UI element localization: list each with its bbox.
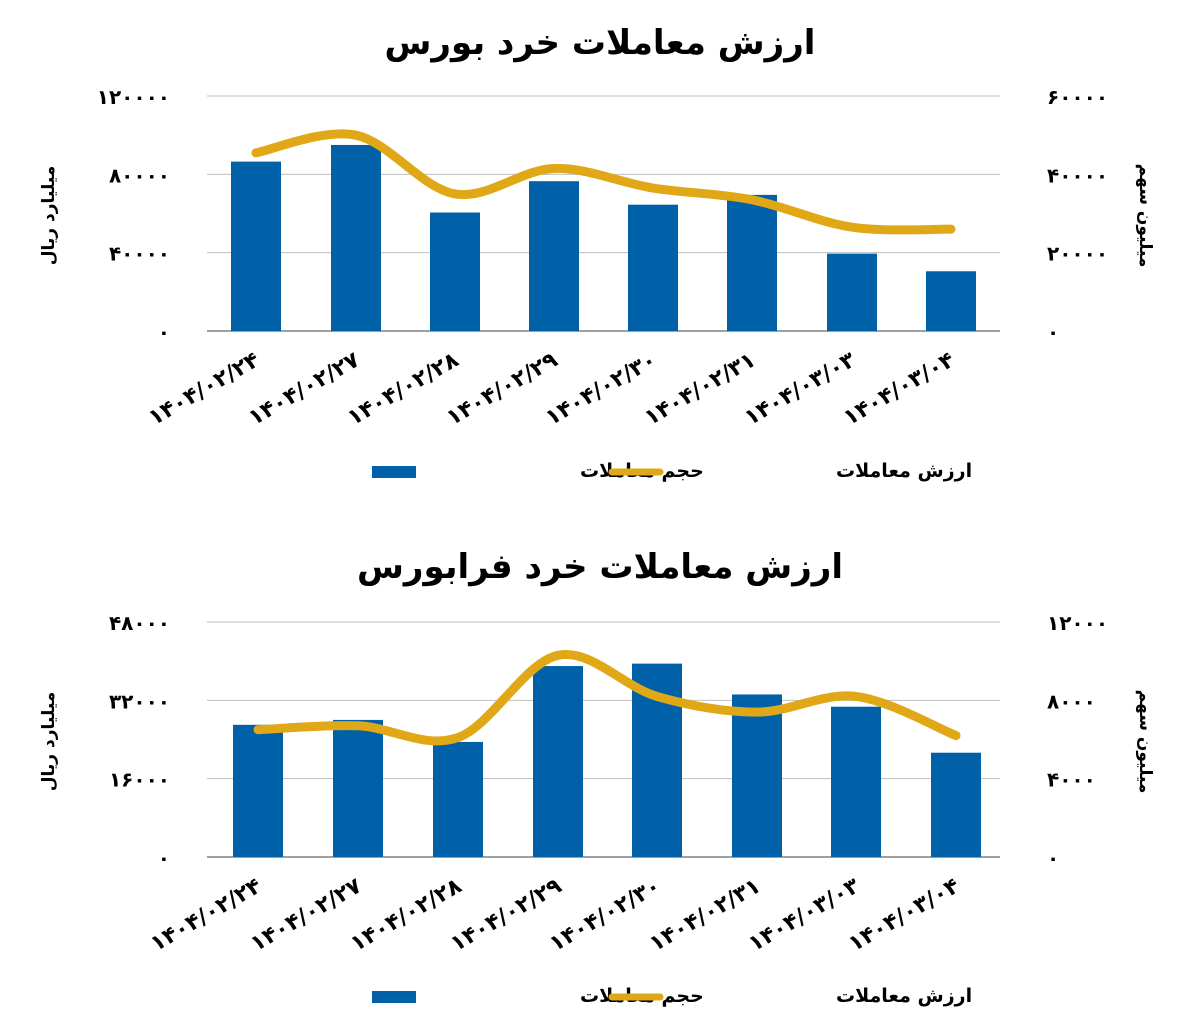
legend-swatch-bar	[372, 991, 416, 1003]
x-tick: ۱۴۰۴/۰۳/۰۳	[741, 347, 861, 431]
x-tick: ۱۴۰۴/۰۲/۲۸	[344, 347, 464, 431]
y-tick-right: ۰	[1047, 846, 1059, 870]
chart-2: ارزش معاملات خرد فرابورس ۰ ۰ ۱۶۰۰۰ ۴۰۰۰ ۳۲۰۰۰…	[39, 547, 1155, 1007]
y-tick-right: ۰	[1047, 320, 1059, 344]
bar	[433, 741, 483, 857]
chart-title: ارزش معاملات خرد بورس	[385, 23, 816, 63]
y-axis-title-right: میلیون سهم	[1135, 690, 1155, 794]
x-tick: ۱۴۰۴/۰۲/۲۷	[245, 347, 365, 431]
legend-swatch-bar	[372, 466, 416, 478]
x-tick: ۱۴۰۴/۰۳/۰۳	[745, 873, 865, 957]
y-axis-title-left: میلیارد ریال	[39, 692, 59, 791]
y-tick-right: ۱۲۰۰۰	[1047, 611, 1108, 635]
x-tick: ۱۴۰۴/۰۳/۰۴	[845, 874, 964, 957]
x-tick: ۱۴۰۴/۰۲/۲۴	[147, 874, 266, 957]
bar	[628, 204, 678, 331]
x-tick: ۱۴۰۴/۰۳/۰۴	[840, 348, 959, 431]
legend-label-line: ارزش معاملات	[836, 985, 972, 1007]
y-tick-left: ۴۸۰۰۰	[109, 611, 170, 635]
bar	[231, 161, 281, 331]
bar	[732, 694, 782, 857]
y-tick-left: ۱۶۰۰۰	[109, 768, 170, 792]
bar	[727, 194, 777, 331]
series-line	[251, 129, 956, 235]
y-tick-right: ۸۰۰۰	[1047, 689, 1096, 713]
series-line	[253, 650, 961, 746]
x-tick: ۱۴۰۴/۰۲/۲۷	[247, 873, 367, 957]
y-tick-right: ۲۰۰۰۰	[1047, 242, 1108, 266]
bar	[926, 271, 976, 331]
y-tick-left: ۰	[158, 320, 170, 344]
y-axis-title-right: میلیون سهم	[1135, 164, 1155, 268]
legend-label-line: ارزش معاملات	[836, 460, 972, 482]
y-tick-right: ۴۰۰۰	[1047, 768, 1096, 792]
x-tick: ۱۴۰۴/۰۲/۳۰	[542, 348, 661, 431]
bar	[831, 706, 881, 857]
bar	[333, 719, 383, 857]
bar	[430, 212, 480, 331]
bar	[931, 752, 981, 857]
x-tick: ۱۴۰۴/۰۲/۳۱	[646, 874, 765, 957]
x-tick: ۱۴۰۴/۰۲/۲۹	[443, 348, 562, 431]
x-tick: ۱۴۰۴/۰۲/۳۱	[641, 348, 760, 431]
bar	[533, 666, 583, 857]
x-tick: ۱۴۰۴/۰۲/۲۸	[347, 873, 467, 957]
y-tick-left: ۰	[158, 846, 170, 870]
y-tick-right: ۶۰۰۰۰	[1047, 85, 1108, 109]
y-tick-left: ۱۲۰۰۰۰	[97, 85, 170, 109]
y-tick-left: ۴۰۰۰۰	[109, 242, 170, 266]
y-tick-left: ۸۰۰۰۰	[109, 163, 170, 187]
bar	[331, 144, 381, 331]
x-tick: ۱۴۰۴/۰۲/۲۴	[145, 348, 264, 431]
chart-1: ارزش معاملات خرد بورس ۰ ۰ ۴۰۰۰۰ ۲۰۰۰۰ ۸۰۰۰۰ ۴۰…	[39, 23, 1155, 482]
bar	[233, 724, 283, 857]
y-tick-left: ۳۲۰۰۰	[109, 689, 170, 713]
chart-title: ارزش معاملات خرد فرابورس	[357, 547, 843, 587]
y-tick-right: ۴۰۰۰۰	[1047, 163, 1108, 187]
x-tick: ۱۴۰۴/۰۲/۳۰	[546, 874, 665, 957]
bar	[529, 181, 579, 331]
x-tick: ۱۴۰۴/۰۲/۲۹	[447, 874, 566, 957]
y-axis-title-left: میلیارد ریال	[39, 166, 59, 265]
bar	[827, 253, 877, 331]
